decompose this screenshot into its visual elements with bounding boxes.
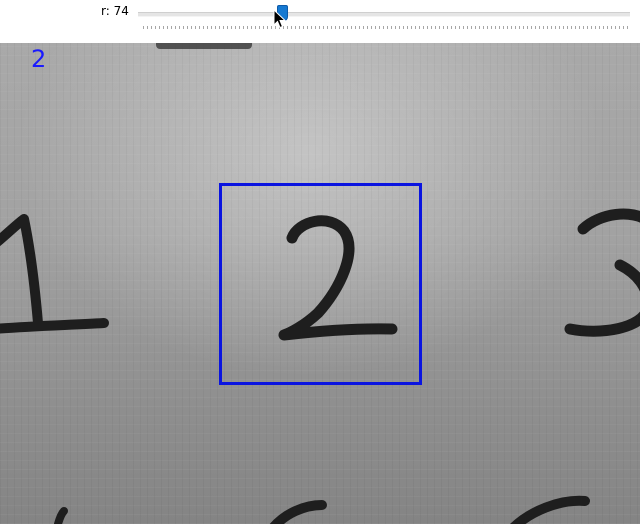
mouse-cursor-icon — [273, 9, 286, 29]
object-shadow — [156, 43, 252, 49]
handwritten-digit-one — [0, 214, 109, 334]
partial-digit-bottom-right — [510, 495, 590, 524]
handwritten-digit-three — [564, 208, 640, 337]
trackbar-label: r: 74 — [101, 4, 129, 18]
trackbar-panel: r: 74 — [0, 0, 640, 43]
paper-texture — [0, 43, 640, 524]
trackbar-ticks — [143, 26, 628, 29]
partial-digit-bottom-left — [54, 507, 68, 524]
handwritten-digit-two — [278, 215, 398, 341]
prediction-label: 2 — [31, 45, 47, 73]
trackbar-groove[interactable] — [138, 12, 630, 17]
partial-digit-bottom-center — [269, 500, 327, 524]
camera-frame: 2 — [0, 43, 640, 524]
detection-box — [219, 183, 422, 385]
